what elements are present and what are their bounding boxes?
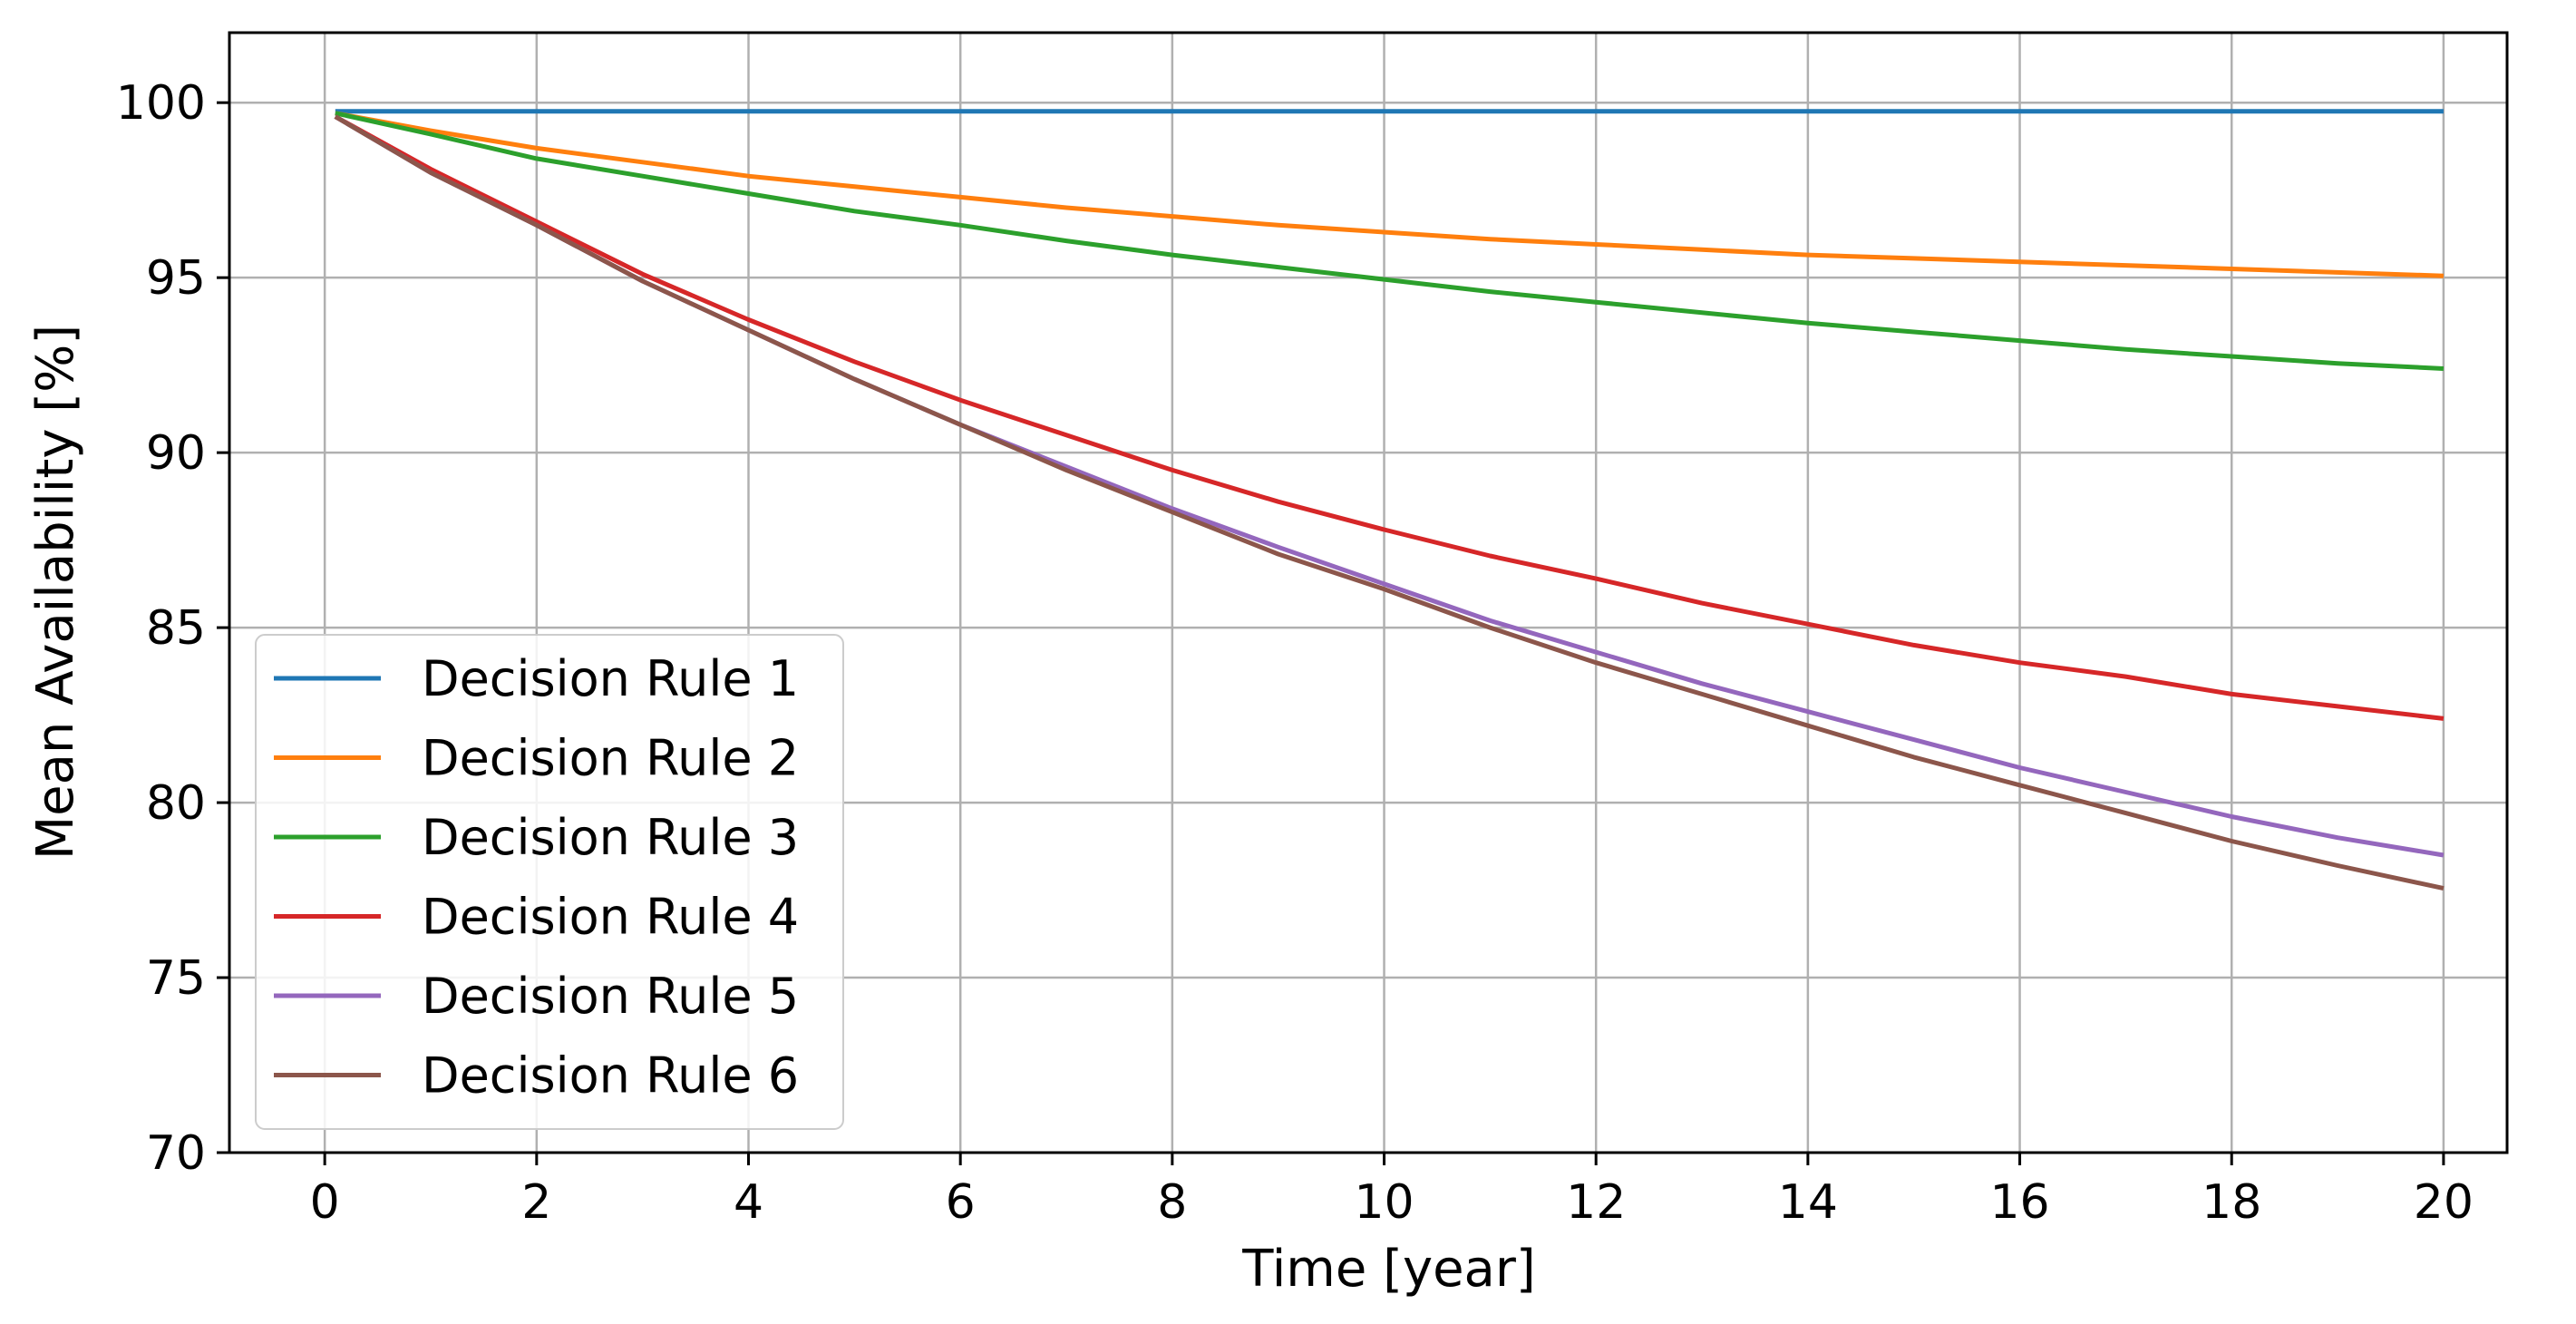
y-tick-label: 80: [146, 776, 206, 831]
series-line-decision-rule-6: [334, 114, 2445, 891]
legend-box: [255, 634, 844, 1130]
y-tick-label: 90: [146, 426, 206, 481]
x-tick-label: 20: [2414, 1175, 2474, 1230]
x-tick-label: 12: [1566, 1175, 1626, 1230]
x-axis-label: Time [year]: [1241, 1240, 1535, 1299]
legend-label: Decision Rule 5: [422, 968, 799, 1025]
x-tick-label: 14: [1778, 1175, 1838, 1230]
series-line-decision-rule-4: [334, 114, 2445, 721]
series-line-decision-rule-2: [335, 111, 2444, 278]
y-tick-label: 95: [146, 251, 206, 306]
y-tick-label: 75: [146, 951, 206, 1006]
x-tick-label: 6: [946, 1175, 976, 1230]
x-tick-label: 0: [310, 1175, 340, 1230]
legend-label: Decision Rule 4: [422, 889, 799, 946]
x-tick-label: 4: [734, 1175, 763, 1230]
x-tick-label: 10: [1354, 1175, 1414, 1230]
y-axis-label: Mean Availability [%]: [26, 325, 85, 860]
series-line-decision-rule-3: [335, 111, 2445, 371]
legend-label: Decision Rule 1: [422, 650, 799, 707]
legend-label: Decision Rule 3: [422, 809, 799, 866]
x-tick-label: 2: [521, 1175, 551, 1230]
legend-label: Decision Rule 6: [422, 1047, 799, 1105]
x-tick-label: 18: [2202, 1175, 2261, 1230]
legend-items: Decision Rule 1 Decision Rule 2 Decision R…: [274, 650, 799, 1105]
plot-frame: [228, 31, 2509, 1154]
ticks-layer: 0 2 4 6 8 10 12 14 16 18 20 70 75 80 85 90 95 100: [116, 76, 2474, 1230]
x-tick-label: 16: [1989, 1175, 2049, 1230]
y-tick-label: 85: [146, 601, 206, 656]
lines-layer: [334, 109, 2445, 891]
y-tick-label: 70: [146, 1126, 206, 1181]
legend: Decision Rule 1 Decision Rule 2 Decision R…: [255, 634, 844, 1130]
legend-label: Decision Rule 2: [422, 730, 799, 787]
x-tick-label: 8: [1157, 1175, 1187, 1230]
y-tick-label: 100: [116, 76, 206, 131]
